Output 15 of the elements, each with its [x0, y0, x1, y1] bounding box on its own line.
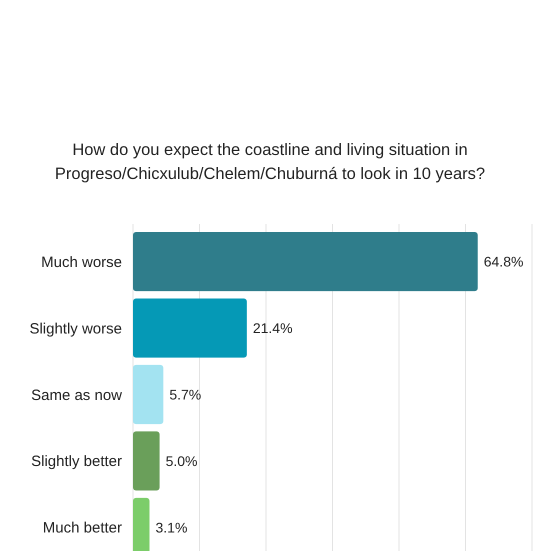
data-label: 3.1% [155, 519, 188, 536]
y-tick-label: Same as now [31, 386, 122, 404]
bar [133, 364, 164, 424]
y-tick-label: Much better [42, 520, 122, 537]
bar [133, 431, 160, 491]
data-label: 5.7% [169, 386, 202, 402]
data-label: 5.0% [166, 452, 198, 469]
data-label: 64.8% [484, 253, 524, 270]
y-tick-label: Slightly better [31, 453, 122, 470]
y-tick-label: Slightly worse [29, 320, 122, 338]
bar [133, 298, 247, 358]
y-tick-label: Much worse [41, 254, 122, 271]
bar [133, 232, 478, 292]
chart-title: How do you expect the coastline and living situation in Progreso/Chicxulub/Chelem/Chuburná to look in 10 years? [54, 141, 486, 183]
data-label: 21.4% [252, 320, 293, 336]
